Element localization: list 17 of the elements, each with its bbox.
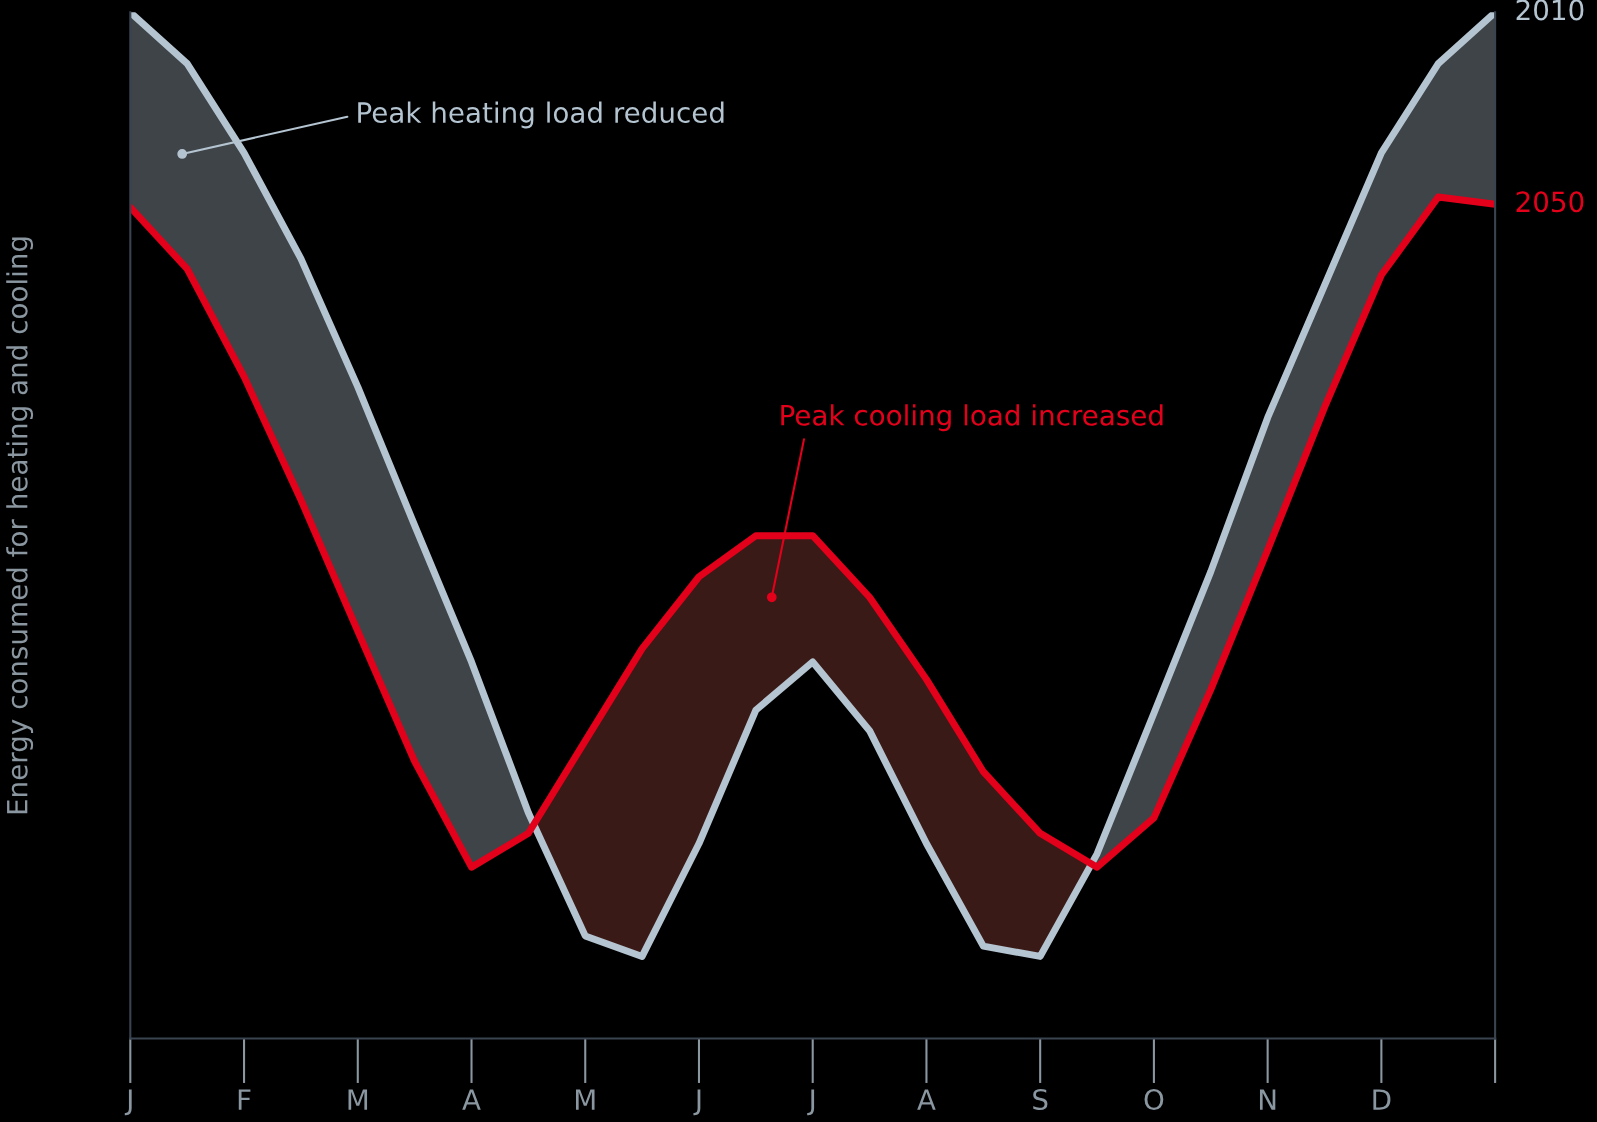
x-tick-label: S [1033,1089,1048,1111]
x-tick-label: J [693,1089,701,1116]
x-tick-label: A [917,1089,936,1110]
x-tick-label: M [348,1089,368,1110]
x-tick-label: N [1259,1089,1276,1110]
x-tick-label: M [575,1089,595,1110]
annotation: Peak cooling load increased [781,404,1163,432]
x-tick-label: D [1373,1089,1391,1110]
x-tick-label: J [124,1089,132,1116]
series-label: 2010 [1516,0,1584,21]
annotation: Peak heating load reduced [358,101,724,129]
x-tick-label: J [807,1089,815,1116]
x-tick-label: O [1144,1089,1164,1111]
series-label: 2050 [1516,191,1584,213]
x-tick-label: A [462,1089,481,1110]
x-tick-label: F [238,1089,251,1110]
y-axis-title: Energy consumed for heating and cooling [6,237,34,814]
